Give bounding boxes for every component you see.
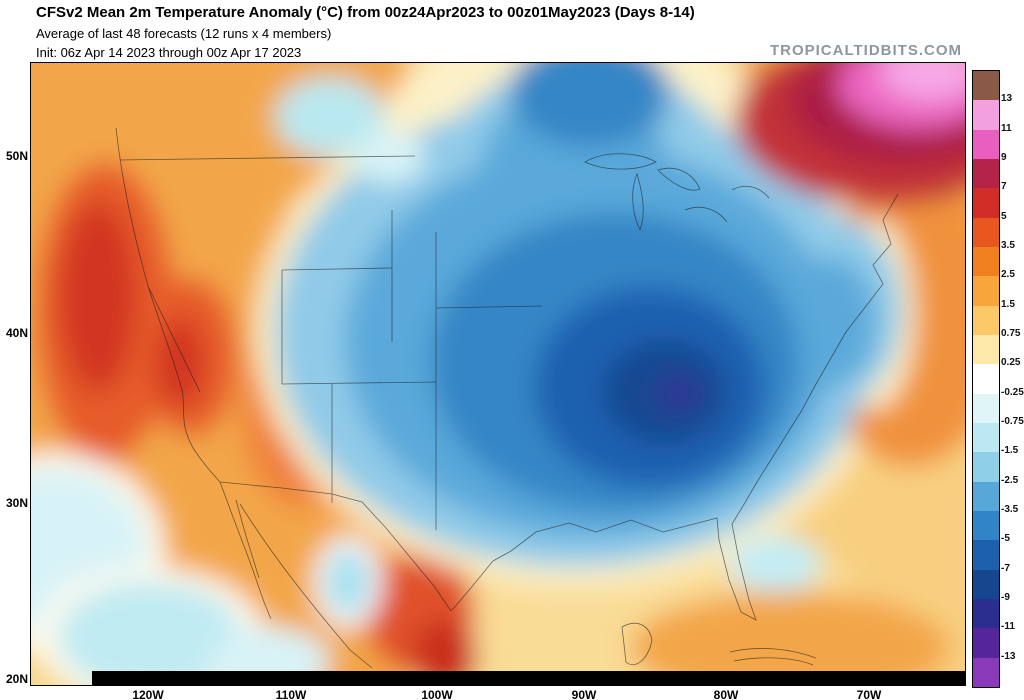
colorbar-segment xyxy=(973,481,999,511)
colorbar-segment xyxy=(973,188,999,218)
map-subtitle: Average of last 48 forecasts (12 runs x … xyxy=(36,26,332,41)
colorbar-tick-label: -9 xyxy=(1001,592,1010,603)
lon-label-80w: 80W xyxy=(713,688,739,700)
colorbar-tick-label: -5 xyxy=(1001,533,1010,545)
lon-label-100w: 100W xyxy=(421,688,453,700)
colorbar-segment xyxy=(973,158,999,189)
lat-label-40n: 40N xyxy=(5,326,28,340)
field-blob xyxy=(355,131,425,183)
field-blob xyxy=(652,374,704,414)
colorbar xyxy=(972,70,1000,688)
colorbar-segment xyxy=(973,393,999,423)
map-bottom-band xyxy=(92,671,966,686)
colorbar-segment xyxy=(973,305,999,335)
colorbar-tick-label: -2.5 xyxy=(1001,474,1019,486)
lat-label-30n: 30N xyxy=(5,496,28,510)
field-blob xyxy=(58,582,242,686)
colorbar-tick-label: 7 xyxy=(1001,181,1007,193)
colorbar-tick-label: 1.5 xyxy=(1001,298,1015,310)
colorbar-tick-label: -7 xyxy=(1001,562,1010,574)
lon-label-120w: 120W xyxy=(132,688,164,700)
lon-label-90w: 90W xyxy=(571,688,597,700)
colorbar-labels: 13 11 9 7 5 3.5 2.5 1.5 0.75 0.25 -0.25 -0.75 -1.5 -2… xyxy=(1001,70,1024,686)
field-blob xyxy=(413,619,477,686)
anomaly-map-canvas xyxy=(30,62,966,686)
lat-label-20n: 20N xyxy=(5,672,28,686)
lon-label-70w: 70W xyxy=(856,688,882,700)
field-blob xyxy=(630,592,950,686)
colorbar-tick-label: 2.5 xyxy=(1001,269,1015,281)
field-blob xyxy=(880,62,966,100)
field-blob xyxy=(325,548,371,616)
colorbar-tick-label: 13 xyxy=(1001,93,1013,105)
map-title: CFSv2 Mean 2m Temperature Anomaly (°C) f… xyxy=(36,4,695,21)
colorbar-segment xyxy=(973,598,999,629)
colorbar-segment xyxy=(973,540,999,570)
field-blob xyxy=(510,62,670,147)
watermark-tropicaltidbits: TROPICALTIDBITS.COM xyxy=(769,42,962,59)
field-blob xyxy=(155,317,205,407)
lon-label-110w: 110W xyxy=(275,688,307,700)
geography-outlines xyxy=(115,127,899,669)
anomaly-field-blobs xyxy=(30,62,966,686)
colorbar-tick-label: -0.25 xyxy=(1001,386,1024,398)
colorbar-segment xyxy=(973,628,999,658)
anomaly-field-map xyxy=(30,62,966,686)
colorbar-tick-label: -1.5 xyxy=(1001,445,1019,457)
lat-label-50n: 50N xyxy=(5,149,28,163)
init-line: Init: 06z Apr 14 2023 through 00z Apr 17… xyxy=(36,45,302,60)
field-blob xyxy=(275,77,385,157)
colorbar-tick-label: 5 xyxy=(1001,210,1007,222)
colorbar-tick-label: 0.25 xyxy=(1001,357,1021,369)
colorbar-segment xyxy=(973,276,999,306)
colorbar-segment xyxy=(973,657,999,687)
colorbar-segment xyxy=(973,129,999,159)
colorbar-tick-label: 11 xyxy=(1001,122,1012,134)
colorbar-segment xyxy=(973,364,999,394)
colorbar-segment xyxy=(973,71,999,101)
colorbar-tick-label: -0.75 xyxy=(1001,416,1024,427)
field-blob xyxy=(60,202,136,392)
colorbar-segment xyxy=(973,569,999,599)
colorbar-tick-label: 9 xyxy=(1001,152,1007,163)
colorbar-tick-label: 0.75 xyxy=(1001,328,1021,339)
colorbar-segment xyxy=(973,510,999,541)
colorbar-segment xyxy=(973,217,999,247)
colorbar-tick-label: -3.5 xyxy=(1001,504,1019,515)
field-blob xyxy=(780,257,876,387)
colorbar-segment xyxy=(973,246,999,277)
colorbar-tick-label: 3.5 xyxy=(1001,240,1015,251)
colorbar-segment xyxy=(973,422,999,453)
colorbar-tick-label: -13 xyxy=(1001,650,1016,662)
colorbar-tick-label: -11 xyxy=(1001,621,1015,633)
colorbar-segment xyxy=(973,334,999,365)
colorbar-segment xyxy=(973,452,999,482)
colorbar-segment xyxy=(973,100,999,130)
map-frame-border xyxy=(30,62,966,686)
field-blob xyxy=(729,536,821,592)
